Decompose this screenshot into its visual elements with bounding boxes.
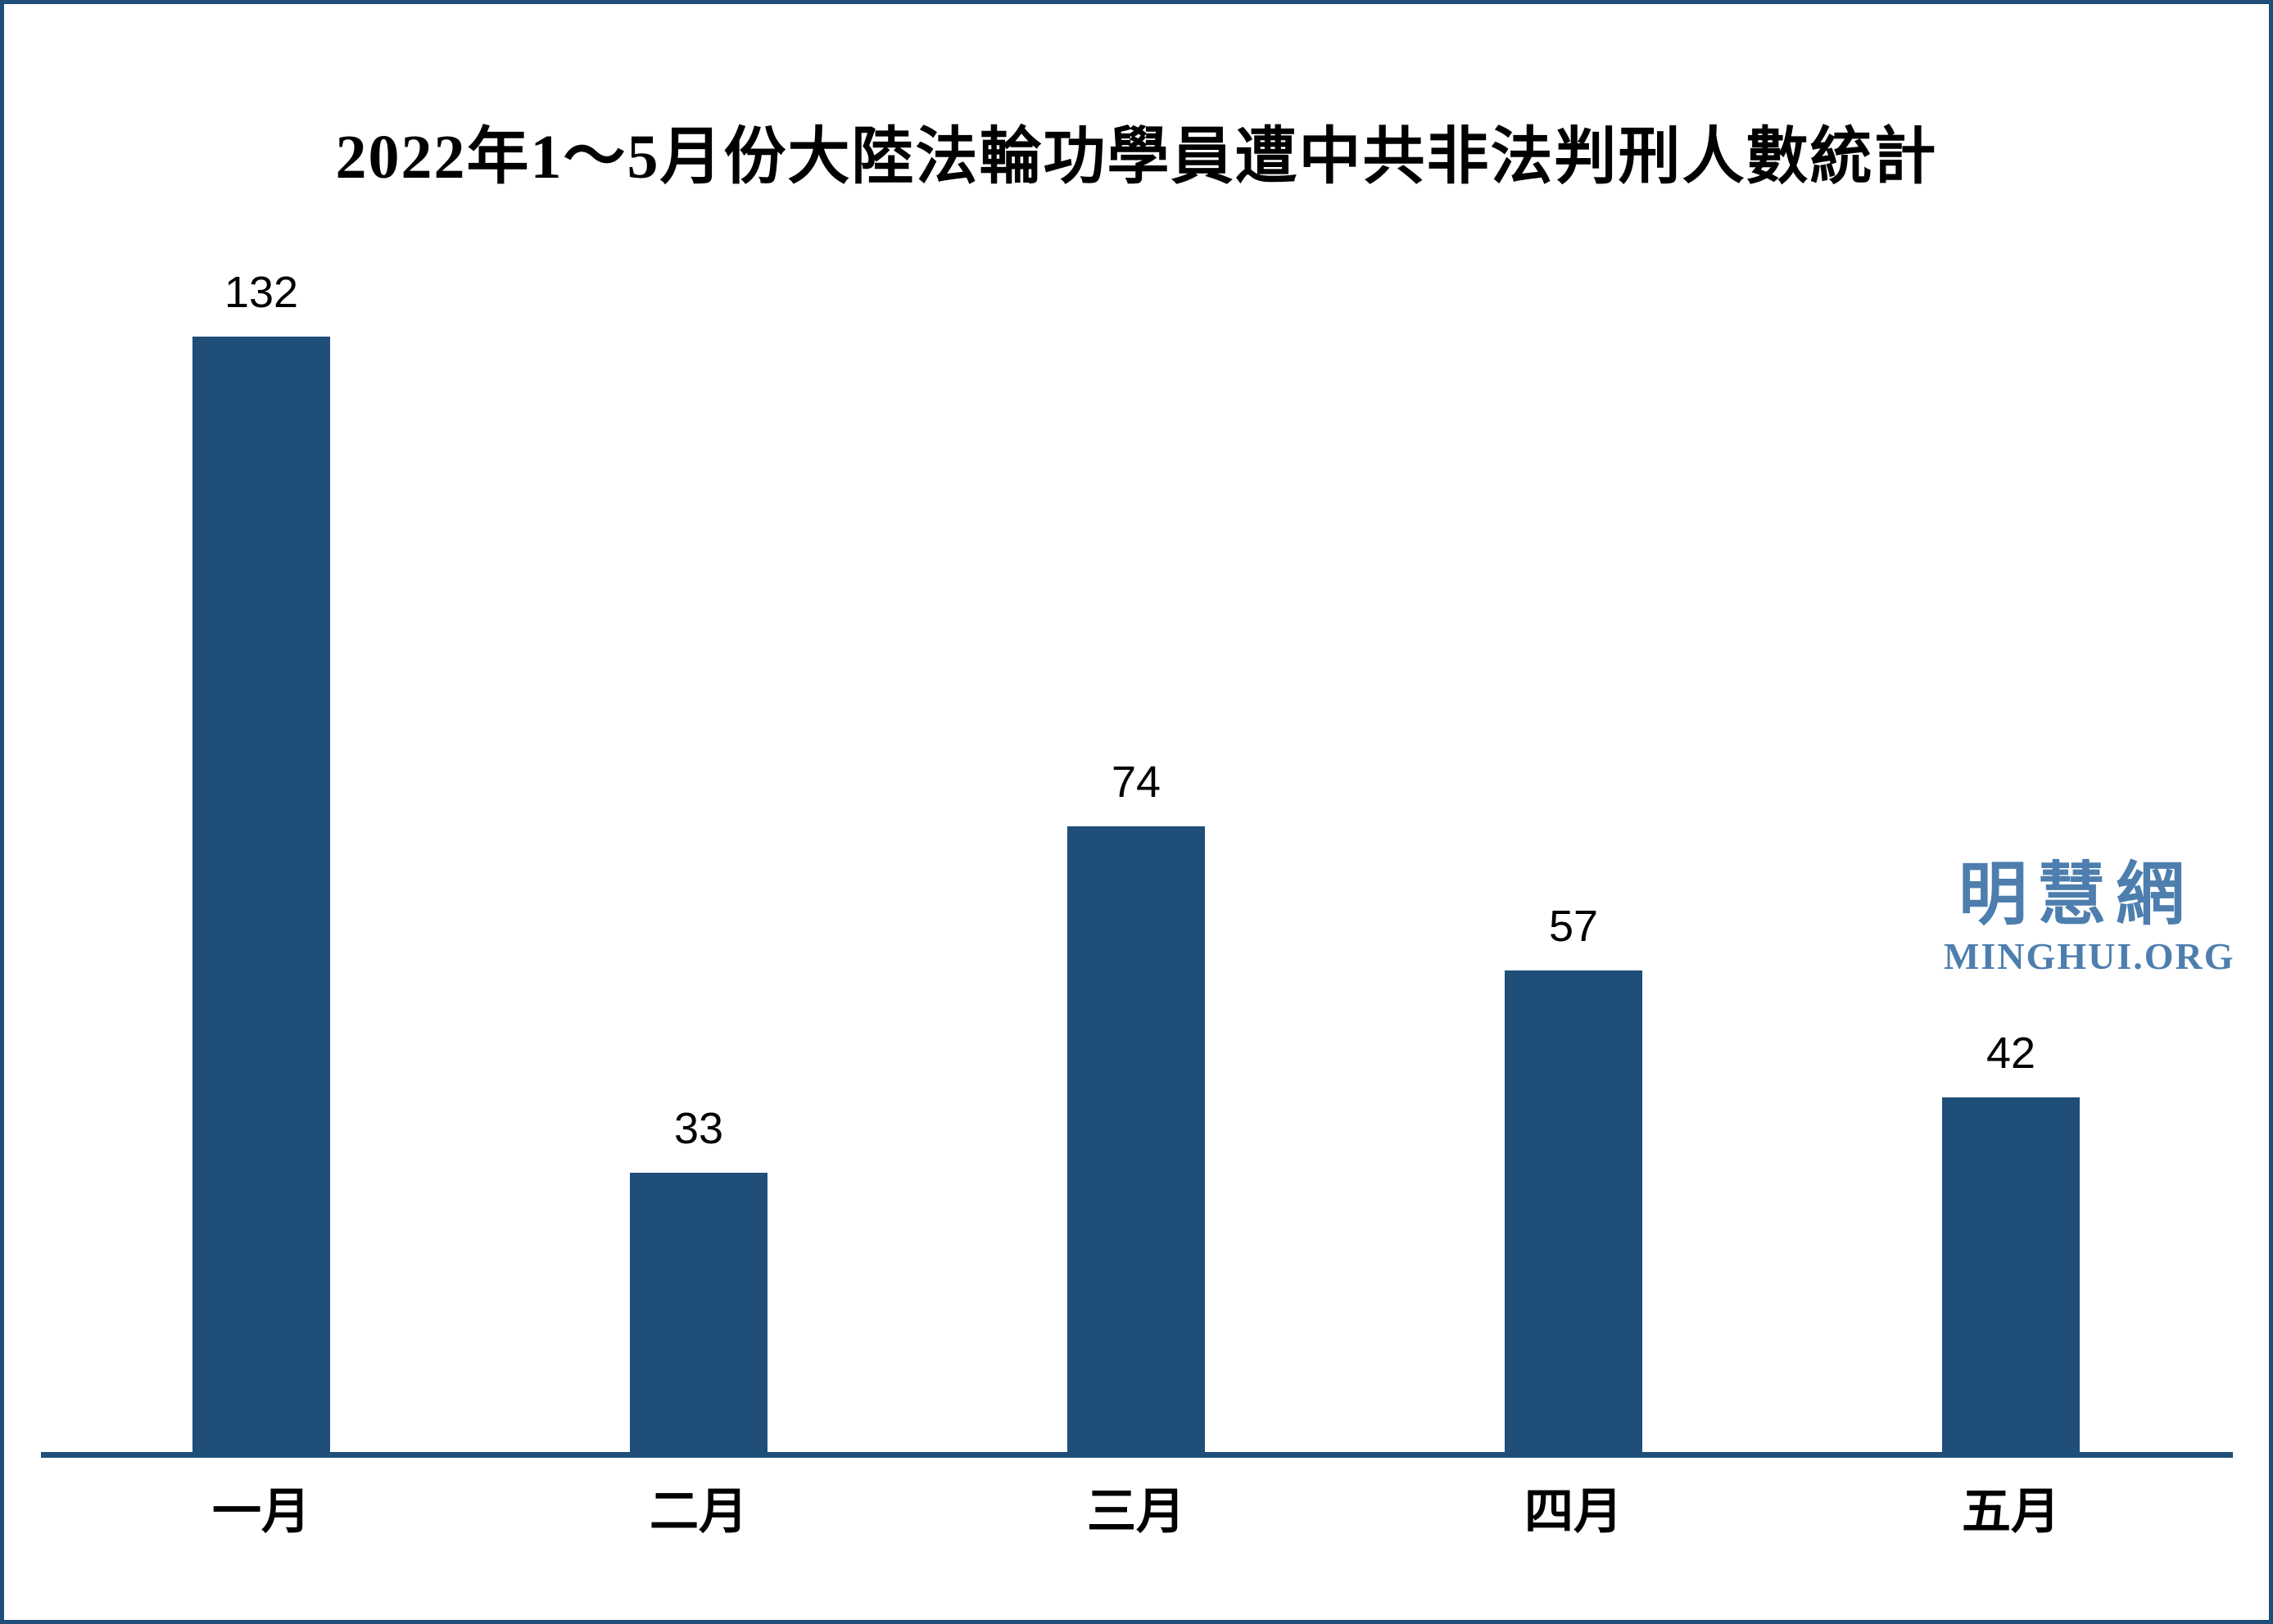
x-axis-label: 三月 [1087, 1485, 1185, 1539]
bar-value-label: 132 [224, 267, 299, 317]
bar [192, 337, 330, 1452]
bar-value-label: 57 [1548, 901, 1599, 951]
bar-group: 33 [480, 4, 917, 1452]
x-axis-label: 四月 [1524, 1485, 1623, 1539]
bar [1505, 970, 1642, 1452]
minghui-watermark: 明慧網 MINGHUI.ORG [1944, 857, 2235, 978]
bar [1067, 826, 1205, 1452]
bar [630, 1173, 767, 1452]
x-axis-label: 二月 [650, 1485, 748, 1539]
bar-group: 42 [1792, 4, 2230, 1452]
bar-value-label: 42 [1985, 1028, 2036, 1078]
bar-value-label: 74 [1111, 757, 1161, 807]
minghui-watermark-cjk: 明慧網 [1958, 857, 2194, 934]
plot-area: 132 33 74 57 42 [43, 4, 2230, 1452]
x-axis-labels-row: 一月 二月 三月 四月 五月 [43, 1485, 2230, 1539]
x-axis-label: 一月 [212, 1485, 310, 1539]
chart-title: 2022年1～5月份大陸法輪功學員遭中共非法判刑人數統計 [335, 123, 1938, 192]
bar-group: 57 [1355, 4, 1792, 1452]
x-axis-line [41, 1452, 2233, 1458]
bar-value-label: 33 [673, 1103, 724, 1153]
bar [1942, 1097, 2080, 1452]
bar-group: 74 [917, 4, 1355, 1452]
minghui-watermark-latin: MINGHUI.ORG [1944, 935, 2235, 978]
x-axis-label: 五月 [1962, 1485, 2060, 1539]
bar-group: 132 [43, 4, 480, 1452]
